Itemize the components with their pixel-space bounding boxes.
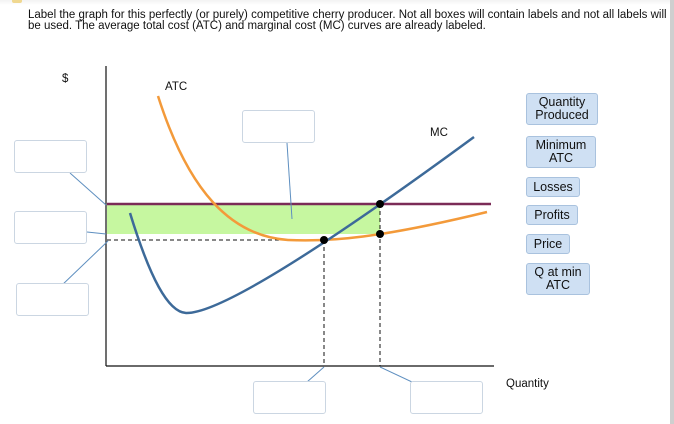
leader-line — [59, 240, 109, 288]
mc-curve — [128, 135, 475, 315]
top-bar — [0, 0, 674, 5]
label-chip-quantity-produced[interactable]: Quantity Produced — [526, 93, 598, 125]
corner-marker — [12, 0, 22, 3]
leader-line — [69, 172, 107, 206]
atc-curve-label: ATC — [165, 81, 188, 93]
instructions-text: Label the graph for this perfectly (or p… — [28, 9, 667, 32]
mc-price-intersection-point — [376, 200, 384, 208]
leader-line — [306, 366, 325, 383]
leader-line — [286, 142, 293, 220]
label-drop-box-min-atc[interactable] — [14, 211, 87, 244]
label-drop-box-q-at-min-atc[interactable] — [253, 381, 326, 414]
leader-line — [86, 231, 107, 235]
atc-curve — [156, 95, 488, 242]
scrollbar-edge — [670, 0, 674, 424]
label-chip-profits[interactable]: Profits — [526, 205, 578, 225]
min-atc-point — [320, 236, 328, 244]
label-drop-box-quantity[interactable] — [410, 381, 483, 414]
label-chip-q-at-min-atc[interactable]: Q at min ATC — [526, 263, 590, 295]
label-drop-box-shaded-area[interactable] — [242, 110, 315, 143]
label-chip-price[interactable]: Price — [526, 234, 570, 254]
leader-line — [379, 366, 413, 383]
label-drop-box-lower[interactable] — [16, 283, 89, 316]
label-drop-box-price[interactable] — [14, 140, 87, 173]
mc-curve-label: MC — [430, 127, 448, 139]
label-chip-minimum-atc[interactable]: Minimum ATC — [526, 136, 596, 168]
x-axis-label: Quantity — [506, 378, 549, 390]
y-axis-label: $ — [62, 73, 69, 85]
atc-at-quantity-point — [376, 230, 384, 238]
shaded-region — [107, 204, 380, 234]
label-chip-losses[interactable]: Losses — [526, 177, 580, 197]
